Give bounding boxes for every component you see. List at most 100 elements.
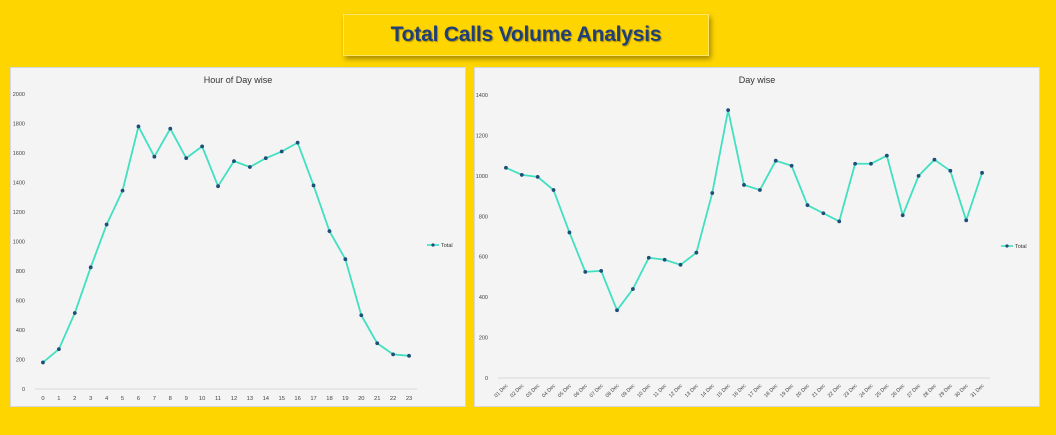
x-tick-label: 26 Dec — [890, 383, 906, 399]
data-point — [662, 257, 667, 262]
y-tick-label: 0 — [485, 376, 488, 382]
data-point — [567, 230, 572, 235]
y-tick-label: 400 — [16, 328, 25, 334]
data-point — [789, 163, 794, 168]
data-point — [88, 265, 93, 270]
data-point — [72, 311, 77, 315]
data-point — [980, 170, 984, 175]
data-point — [104, 222, 109, 227]
y-tick-label: 1200 — [13, 210, 25, 216]
series-line — [505, 109, 983, 312]
x-tick-label: 6 — [137, 396, 140, 402]
x-tick-label: 30 Dec — [954, 383, 970, 399]
x-tick-label: 13 — [247, 396, 253, 402]
data-point — [295, 140, 300, 145]
x-tick-label: 9 — [185, 396, 188, 402]
x-tick-label: 10 Dec — [636, 383, 652, 399]
hour-of-day-chart: Hour of Day wise 0 200 400 600 800 1000 1200 14… — [10, 67, 466, 407]
data-point — [152, 154, 157, 159]
y-tick-label: 1000 — [476, 174, 488, 180]
x-tick-label: 04 Dec — [541, 383, 557, 399]
data-point — [742, 183, 746, 187]
data-point — [757, 188, 762, 192]
y-tick-label: 1800 — [13, 122, 25, 128]
x-tick-label: 22 Dec — [827, 383, 843, 399]
x-tick-label: 10 — [199, 396, 205, 402]
x-tick-label: 4 — [105, 396, 109, 402]
x-tick-label: 20 Dec — [795, 383, 811, 399]
data-point — [200, 144, 205, 149]
data-point — [247, 165, 252, 169]
x-tick-label: 18 Dec — [763, 383, 779, 399]
x-tick-label: 08 Dec — [605, 383, 621, 399]
data-point — [932, 157, 937, 162]
series-line — [42, 125, 410, 364]
x-tick-label: 8 — [169, 396, 172, 402]
y-tick-label: 800 — [479, 214, 488, 220]
data-point — [41, 360, 45, 365]
data-point — [726, 108, 731, 113]
x-tick-label: 11 Dec — [652, 383, 668, 399]
dashboard-title-box: Total Calls Volume Analysis — [343, 14, 709, 56]
x-tick-label: 07 Dec — [589, 383, 605, 399]
x-tick-label: 19 — [342, 396, 348, 402]
data-point — [631, 287, 635, 291]
x-tick-label: 09 Dec — [620, 383, 636, 399]
data-point — [710, 191, 715, 195]
y-tick-label: 800 — [16, 269, 25, 275]
data-point — [232, 159, 236, 164]
y-tick-label: 1200 — [476, 133, 488, 139]
x-tick-label: 13 Dec — [684, 383, 700, 399]
x-tick-label: 23 Dec — [843, 383, 859, 399]
x-tick-label: 15 — [278, 396, 284, 402]
data-point — [263, 156, 268, 161]
x-tick-label: 21 Dec — [811, 383, 827, 399]
x-tick-label: 3 — [89, 396, 92, 402]
y-tick-label: 200 — [479, 336, 488, 342]
data-point — [821, 211, 826, 216]
legend-label: Total — [441, 243, 453, 249]
y-tick-label: 1400 — [476, 93, 488, 99]
data-point — [837, 219, 842, 224]
x-tick-label: 5 — [121, 396, 124, 402]
data-point — [56, 347, 61, 352]
data-point — [407, 353, 411, 358]
y-tick-label: 1600 — [13, 151, 25, 157]
y-tick-label: 0 — [22, 387, 25, 393]
data-point — [327, 229, 332, 234]
x-tick-label: 29 Dec — [938, 383, 954, 399]
data-point — [216, 184, 220, 189]
x-tick-label: 16 — [294, 396, 300, 402]
y-tick-label: 200 — [16, 358, 25, 364]
data-point — [853, 161, 857, 166]
x-tick-label: 31 Dec — [970, 383, 986, 399]
x-tick-label: 22 — [390, 396, 396, 402]
y-tick-label: 600 — [16, 299, 25, 305]
x-tick-label: 17 — [310, 396, 316, 402]
x-tick-label: 14 Dec — [700, 383, 716, 399]
y-tick-label: 400 — [479, 295, 488, 301]
x-tick-label: 18 — [326, 396, 332, 402]
data-point — [136, 124, 141, 129]
x-tick-label: 12 — [231, 396, 237, 402]
data-point — [343, 257, 348, 262]
x-tick-label: 06 Dec — [573, 383, 589, 399]
legend-marker — [1005, 244, 1009, 248]
data-point — [678, 262, 683, 267]
x-tick-label: 27 Dec — [906, 383, 922, 399]
x-tick-label: 25 Dec — [874, 383, 890, 399]
data-point — [504, 165, 508, 170]
x-tick-label: 12 Dec — [668, 383, 684, 399]
x-tick-label: 11 — [215, 396, 221, 402]
data-point — [391, 352, 396, 357]
data-point — [311, 183, 316, 188]
data-point — [805, 203, 810, 208]
legend-marker — [431, 243, 435, 247]
x-tick-label: 01 Dec — [493, 383, 509, 399]
data-point — [615, 308, 619, 313]
data-point — [599, 268, 604, 273]
x-tick-label: 02 Dec — [509, 383, 525, 399]
data-point — [900, 213, 905, 218]
data-point — [168, 126, 173, 131]
